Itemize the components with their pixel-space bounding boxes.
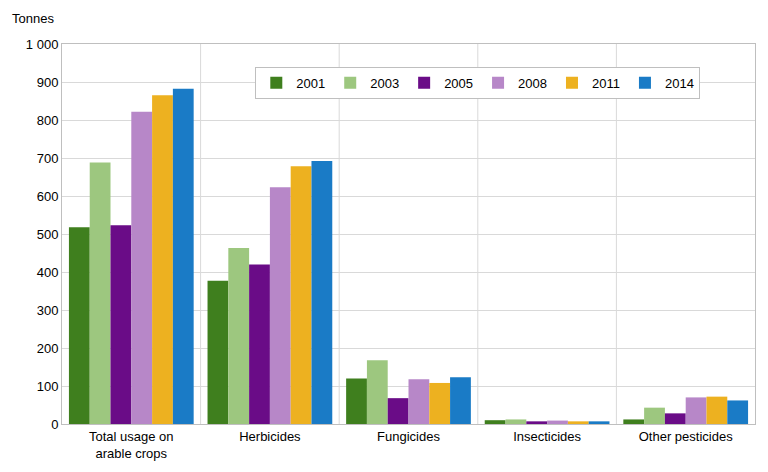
svg-text:2011: 2011 [592,76,620,91]
svg-text:2014: 2014 [665,76,694,91]
svg-text:500: 500 [37,227,59,242]
svg-text:900: 900 [37,75,59,90]
svg-text:700: 700 [37,151,59,166]
svg-text:Herbicides: Herbicides [239,429,301,444]
svg-text:800: 800 [37,113,59,128]
svg-text:2005: 2005 [444,76,473,91]
svg-text:0: 0 [51,417,58,432]
svg-text:300: 300 [37,303,59,318]
svg-text:200: 200 [37,341,59,356]
svg-text:Tonnes: Tonnes [12,11,54,26]
svg-text:Total usage onarable crops: Total usage onarable crops [89,429,174,461]
svg-text:2003: 2003 [370,76,399,91]
svg-text:1 000: 1 000 [26,37,59,52]
svg-text:100: 100 [37,379,59,394]
svg-text:Other pesticides: Other pesticides [639,429,733,444]
svg-text:400: 400 [37,265,59,280]
svg-text:Fungicides: Fungicides [377,429,440,444]
svg-text:600: 600 [37,189,59,204]
svg-text:2001: 2001 [296,76,325,91]
svg-text:2008: 2008 [518,76,547,91]
svg-text:Insecticides: Insecticides [513,429,581,444]
